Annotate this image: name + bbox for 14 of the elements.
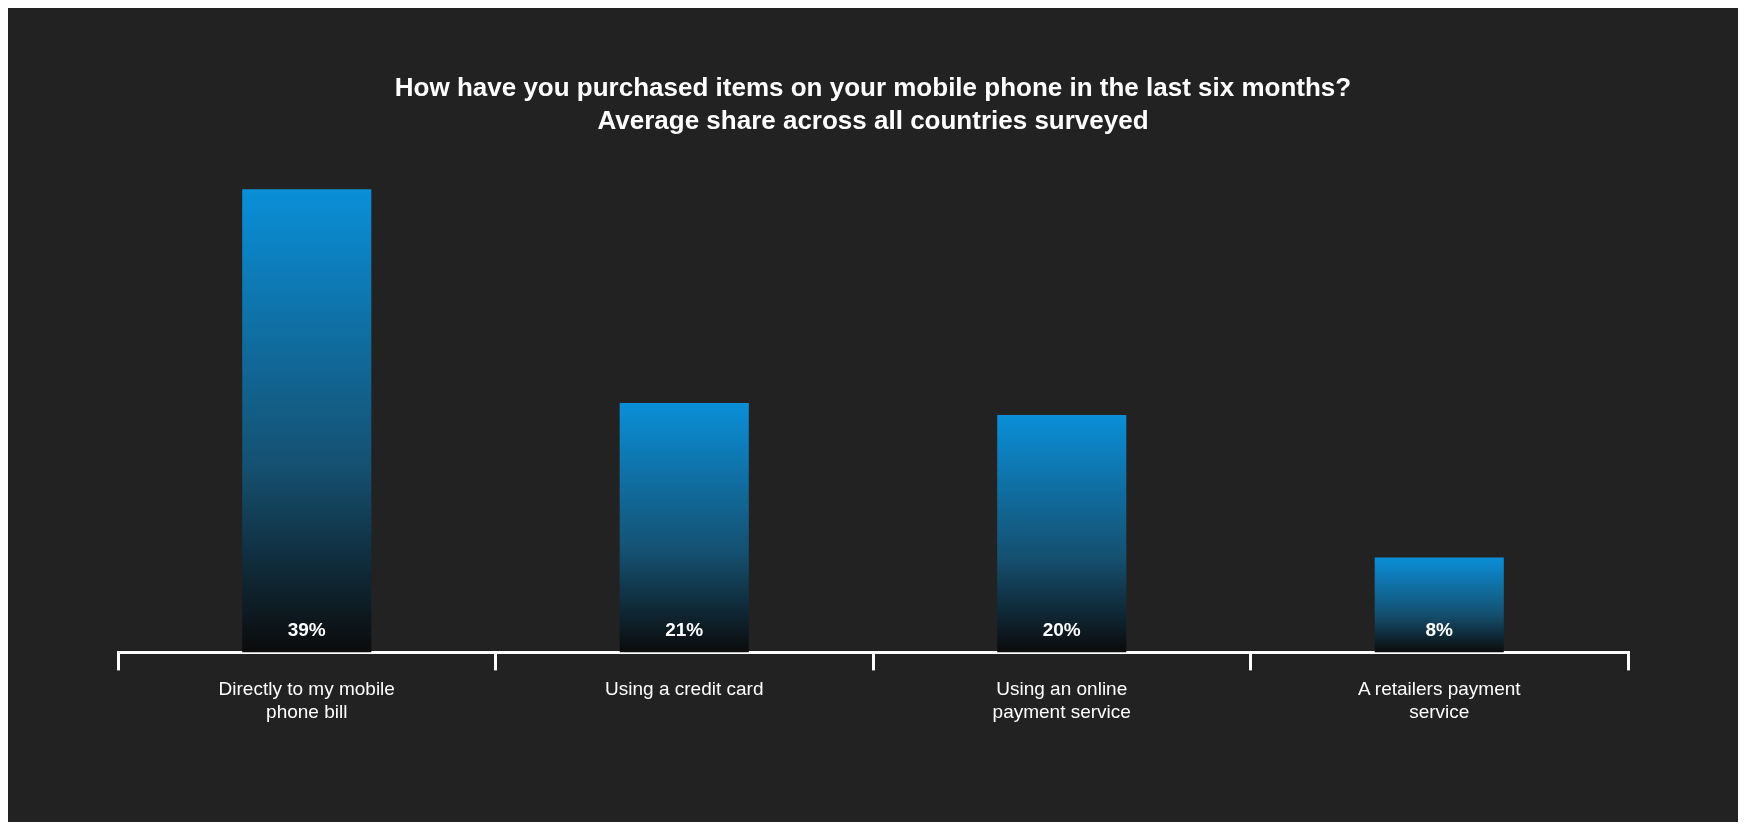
data-label: 20% [1042, 619, 1081, 641]
x-tick-label: Using a credit card [605, 678, 764, 700]
chart-subtitle: Average share across all countries surveyed [597, 104, 1149, 135]
bar [242, 189, 372, 653]
data-label: 39% [287, 619, 326, 641]
x-tick-label: Directly to my mobile phone bill [218, 678, 395, 722]
bar [1374, 557, 1504, 653]
data-label: 8% [1425, 619, 1454, 641]
bar [619, 403, 749, 653]
bar [997, 414, 1127, 653]
chart-title: How have you purchased items on your mobile phone in the last six months? [394, 71, 1352, 102]
x-tick-label: A retailers payment service [1357, 678, 1522, 722]
data-label: 21% [665, 619, 704, 641]
x-tick-label: Using an online payment service [992, 678, 1131, 722]
